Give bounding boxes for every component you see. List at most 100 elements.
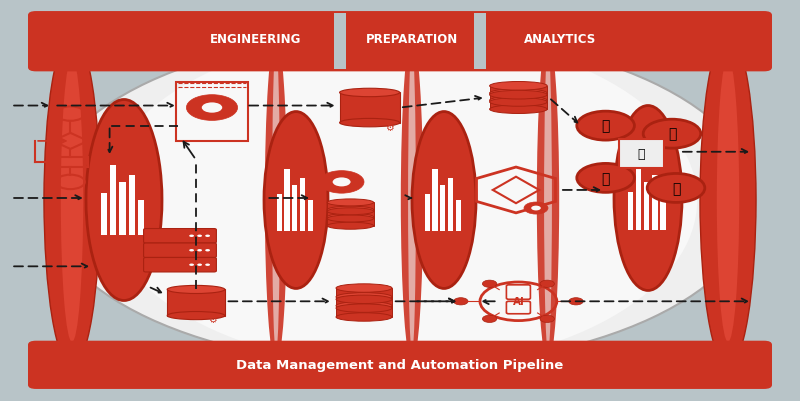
Bar (119, 183, 126, 236)
Circle shape (205, 249, 210, 252)
Circle shape (197, 249, 202, 252)
Ellipse shape (490, 98, 547, 107)
Ellipse shape (265, 37, 287, 364)
Bar (490, 94, 547, 103)
Circle shape (531, 206, 541, 211)
Circle shape (647, 174, 705, 203)
Circle shape (569, 298, 583, 305)
Ellipse shape (336, 302, 392, 310)
Text: ANALYTICS: ANALYTICS (524, 33, 596, 46)
Circle shape (202, 103, 222, 113)
Circle shape (186, 95, 238, 121)
Bar (292, 185, 298, 231)
Text: 📈: 📈 (602, 119, 610, 133)
Circle shape (540, 280, 554, 288)
Ellipse shape (327, 223, 374, 230)
Text: Data Management and Automation Pipeline: Data Management and Automation Pipeline (236, 358, 564, 371)
Ellipse shape (340, 119, 400, 128)
FancyBboxPatch shape (144, 243, 216, 258)
Text: ENGINEERING: ENGINEERING (210, 33, 302, 46)
Bar (110, 166, 117, 236)
Ellipse shape (327, 199, 374, 207)
Bar (101, 194, 107, 236)
Bar (327, 203, 374, 212)
Text: ⚙: ⚙ (386, 123, 394, 132)
Ellipse shape (340, 89, 400, 97)
Bar (628, 192, 633, 231)
Circle shape (205, 235, 210, 237)
Ellipse shape (490, 89, 547, 98)
Ellipse shape (717, 59, 739, 342)
Ellipse shape (401, 37, 423, 364)
Ellipse shape (44, 34, 756, 367)
Ellipse shape (336, 295, 392, 304)
Ellipse shape (61, 59, 83, 342)
Ellipse shape (700, 34, 756, 367)
Circle shape (577, 112, 634, 141)
Bar (129, 176, 134, 236)
Bar (334, 14, 346, 70)
Circle shape (319, 171, 364, 194)
Bar (440, 185, 446, 231)
Text: 📊: 📊 (672, 182, 680, 195)
Ellipse shape (408, 47, 416, 354)
Ellipse shape (44, 34, 100, 367)
Ellipse shape (544, 47, 552, 354)
Ellipse shape (336, 284, 392, 293)
Bar (340, 93, 400, 124)
Ellipse shape (490, 82, 547, 91)
Circle shape (540, 316, 554, 323)
Circle shape (197, 235, 202, 237)
Circle shape (190, 249, 194, 252)
Bar (425, 194, 430, 231)
Text: AI: AI (513, 297, 524, 306)
Bar (327, 210, 374, 219)
Bar (327, 217, 374, 226)
Circle shape (577, 164, 634, 193)
Bar (490, 101, 547, 110)
Ellipse shape (86, 100, 162, 301)
Bar (652, 176, 658, 231)
Bar (336, 297, 392, 308)
Bar (167, 290, 225, 316)
FancyBboxPatch shape (144, 229, 216, 243)
Bar (307, 200, 313, 231)
Bar (644, 182, 650, 231)
Bar (336, 288, 392, 300)
Circle shape (643, 120, 701, 149)
Bar (300, 179, 305, 231)
Bar (285, 170, 290, 231)
Text: 📉: 📉 (602, 172, 610, 185)
Circle shape (197, 264, 202, 266)
Ellipse shape (327, 207, 374, 214)
Ellipse shape (336, 313, 392, 322)
Ellipse shape (102, 34, 698, 367)
FancyBboxPatch shape (28, 12, 772, 72)
Text: 🕐: 🕐 (668, 128, 676, 141)
Circle shape (454, 298, 468, 305)
Text: ⚙: ⚙ (208, 314, 216, 324)
Bar (336, 306, 392, 317)
Text: PREPARATION: PREPARATION (366, 33, 458, 46)
Bar (455, 200, 461, 231)
Circle shape (524, 203, 548, 215)
Bar (474, 14, 486, 70)
Circle shape (190, 235, 194, 237)
Circle shape (190, 264, 194, 266)
Ellipse shape (614, 106, 682, 291)
Circle shape (333, 178, 350, 187)
Ellipse shape (264, 112, 328, 289)
Ellipse shape (272, 47, 280, 354)
Ellipse shape (490, 97, 547, 105)
Circle shape (482, 316, 497, 323)
Bar (660, 198, 666, 231)
Ellipse shape (336, 304, 392, 313)
Bar (448, 179, 453, 231)
Ellipse shape (327, 214, 374, 221)
Ellipse shape (327, 208, 374, 215)
Ellipse shape (412, 112, 476, 289)
Ellipse shape (490, 91, 547, 100)
Ellipse shape (490, 105, 547, 114)
Ellipse shape (537, 37, 559, 364)
Circle shape (482, 280, 497, 288)
